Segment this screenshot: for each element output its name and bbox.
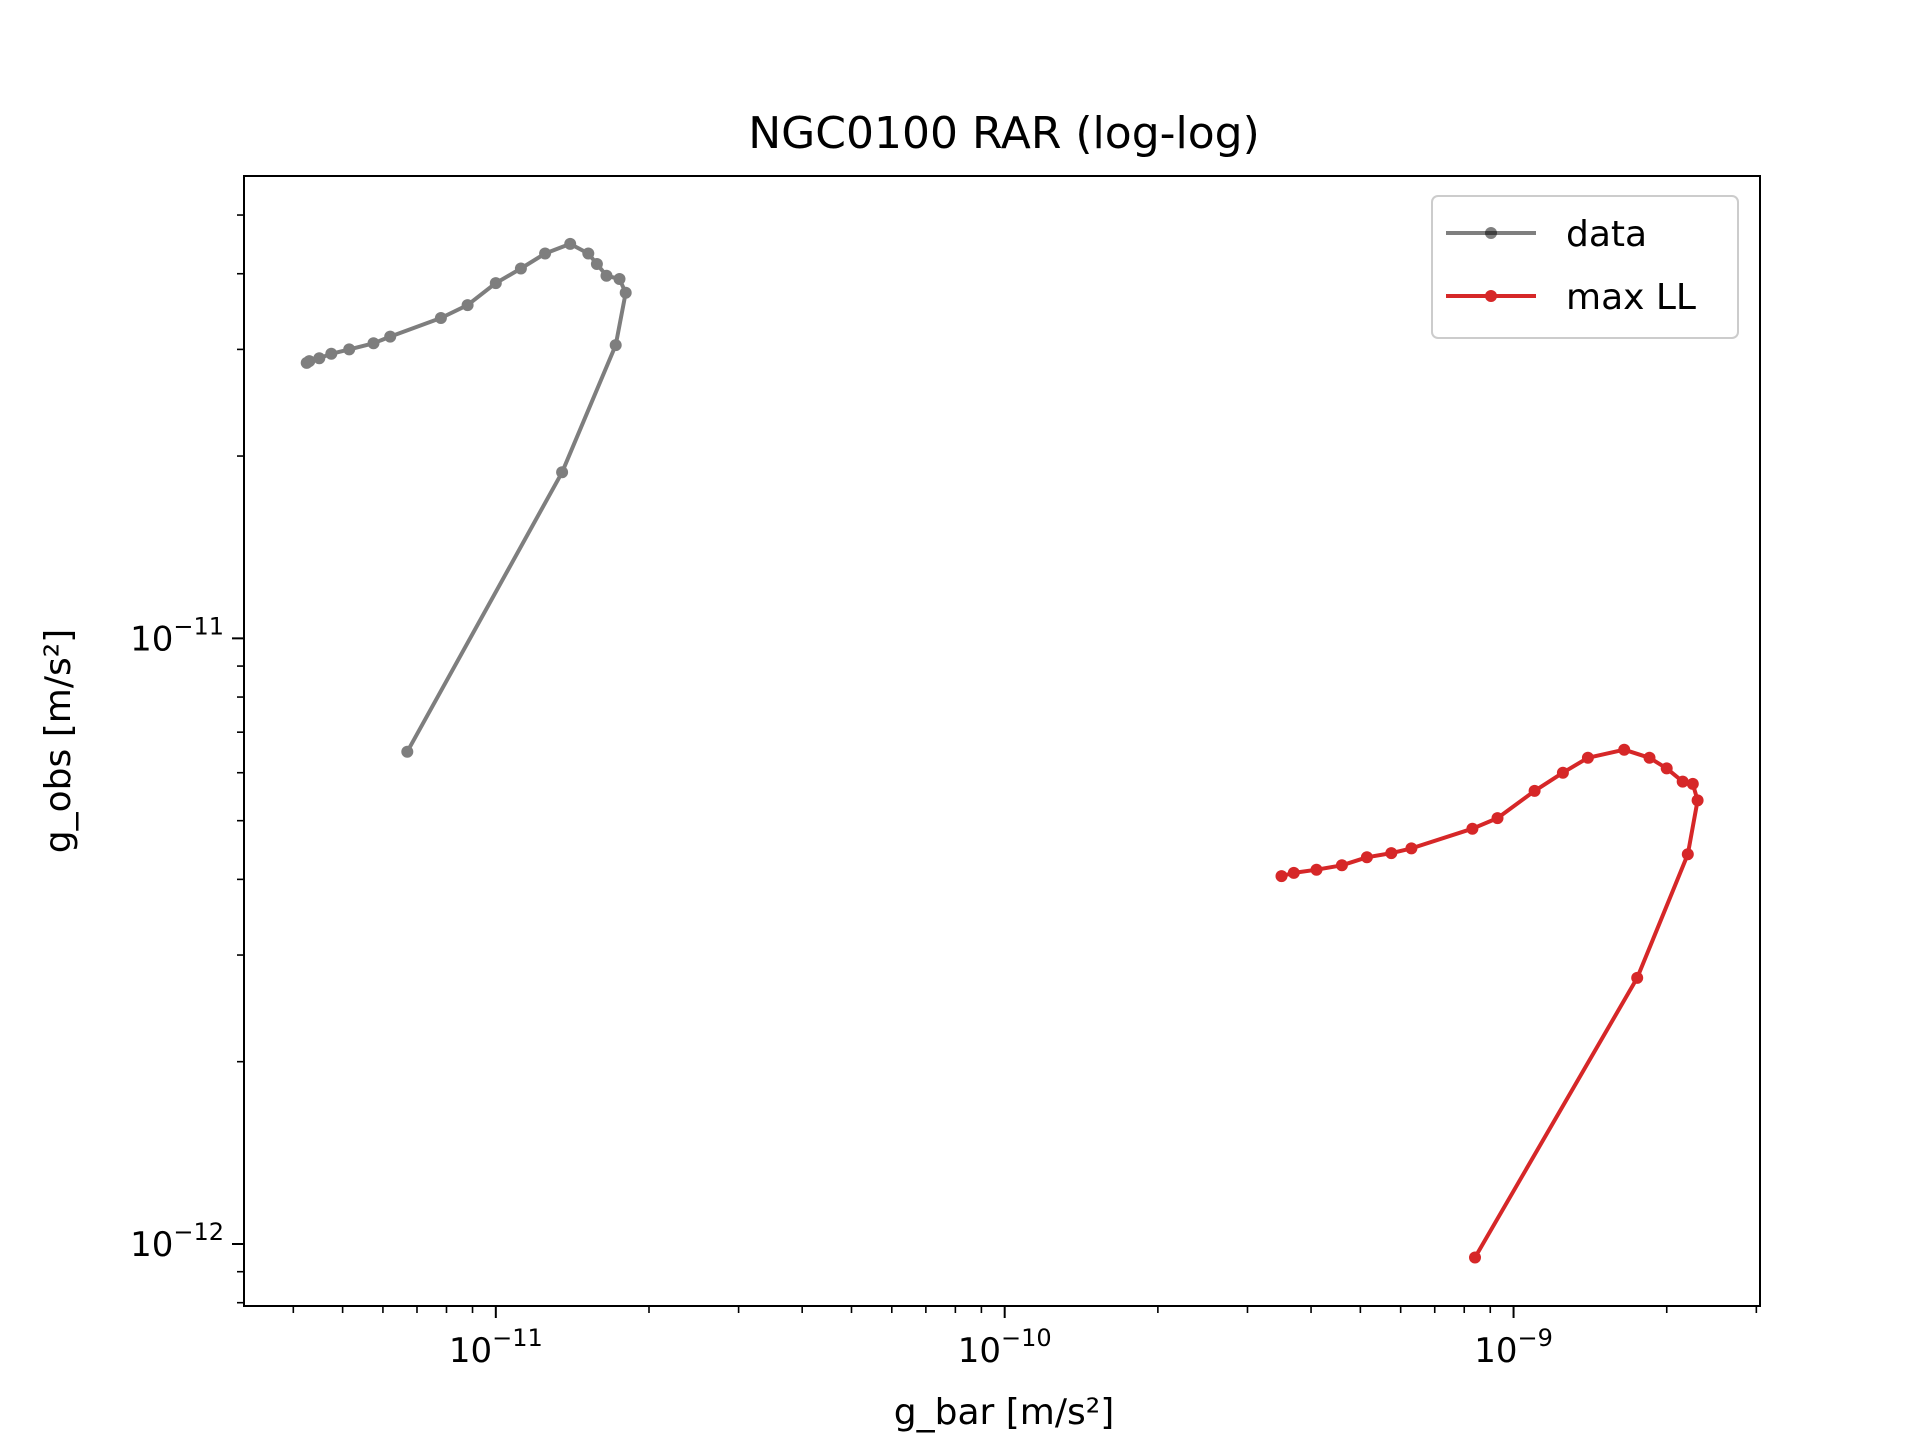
- legend-label-data: data: [1566, 214, 1647, 255]
- legend-marker-data: [1485, 227, 1497, 239]
- data-point-max-ll: [1556, 766, 1569, 779]
- data-point-max-ll: [1660, 762, 1673, 775]
- data-point-max-ll: [1528, 784, 1541, 797]
- y-tick-label-exponent: −12: [173, 1218, 224, 1246]
- data-point-max-ll: [1385, 847, 1398, 860]
- data-point-data: [609, 339, 622, 352]
- data-point-data: [556, 466, 569, 479]
- data-point-data: [514, 262, 527, 275]
- data-point-max-ll: [1466, 822, 1479, 835]
- x-tick-label: 10−11: [449, 1324, 543, 1371]
- data-point-max-ll: [1686, 777, 1699, 790]
- data-point-max-ll: [1310, 863, 1323, 876]
- x-tick-label-base: 10: [1474, 1331, 1517, 1371]
- data-point-max-ll: [1405, 842, 1418, 855]
- data-point-data: [401, 745, 414, 758]
- x-tick-label-exponent: −10: [1001, 1324, 1052, 1352]
- y-tick-label-exponent: −11: [173, 612, 224, 640]
- data-point-max-ll: [1581, 751, 1594, 764]
- data-point-max-ll: [1275, 870, 1288, 883]
- data-point-max-ll: [1681, 848, 1694, 861]
- x-tick-label-base: 10: [958, 1331, 1001, 1371]
- x-tick-label: 10−10: [958, 1324, 1052, 1371]
- series-layer: [300, 237, 1704, 1264]
- data-point-max-ll: [1691, 794, 1704, 807]
- series-data: [300, 237, 632, 758]
- data-point-data: [489, 277, 502, 290]
- y-tick-label-base: 10: [130, 1225, 173, 1265]
- data-point-data: [564, 237, 577, 250]
- data-point-data: [600, 269, 613, 282]
- plot-area: [244, 176, 1760, 1306]
- legend: data max LL: [1431, 195, 1739, 339]
- data-point-data: [434, 312, 447, 324]
- y-tick-label: 10−11: [130, 612, 224, 659]
- x-tick-label-exponent: −9: [1517, 1324, 1552, 1352]
- x-tick-label: 10−9: [1474, 1324, 1553, 1371]
- data-point-data: [367, 337, 380, 350]
- data-point-max-ll: [1360, 851, 1373, 864]
- series-max-ll: [1275, 743, 1704, 1264]
- data-point-data: [582, 247, 595, 260]
- x-tick-label-base: 10: [449, 1331, 492, 1371]
- x-axis-label: g_bar [m/s²]: [894, 1392, 1114, 1433]
- data-point-max-ll: [1335, 859, 1348, 872]
- data-point-data: [539, 247, 552, 260]
- legend-marker-maxll: [1485, 290, 1497, 302]
- y-tick-label: 10−12: [130, 1218, 224, 1265]
- data-point-max-ll: [1469, 1251, 1481, 1264]
- data-point-data: [613, 273, 626, 285]
- plot-frame: [243, 175, 1761, 1307]
- data-point-max-ll: [1618, 743, 1631, 756]
- x-tick-label-exponent: −11: [492, 1324, 543, 1352]
- data-point-data: [590, 258, 603, 270]
- legend-label-maxll: max LL: [1566, 277, 1696, 318]
- chart-title: NGC0100 RAR (log-log): [748, 108, 1260, 159]
- data-point-data: [461, 299, 474, 312]
- data-point-data: [343, 343, 356, 356]
- data-point-max-ll: [1643, 751, 1656, 764]
- data-point-max-ll: [1631, 971, 1644, 984]
- data-point-data: [300, 356, 313, 369]
- data-point-data: [313, 352, 326, 365]
- y-axis-label: g_obs [m/s²]: [38, 629, 79, 853]
- data-point-max-ll: [1491, 812, 1504, 825]
- data-point-data: [619, 286, 632, 299]
- y-tick-label-base: 10: [130, 619, 173, 659]
- data-point-data: [384, 330, 397, 343]
- data-point-max-ll: [1287, 866, 1300, 879]
- data-point-max-ll: [1676, 775, 1689, 788]
- data-point-data: [325, 347, 338, 360]
